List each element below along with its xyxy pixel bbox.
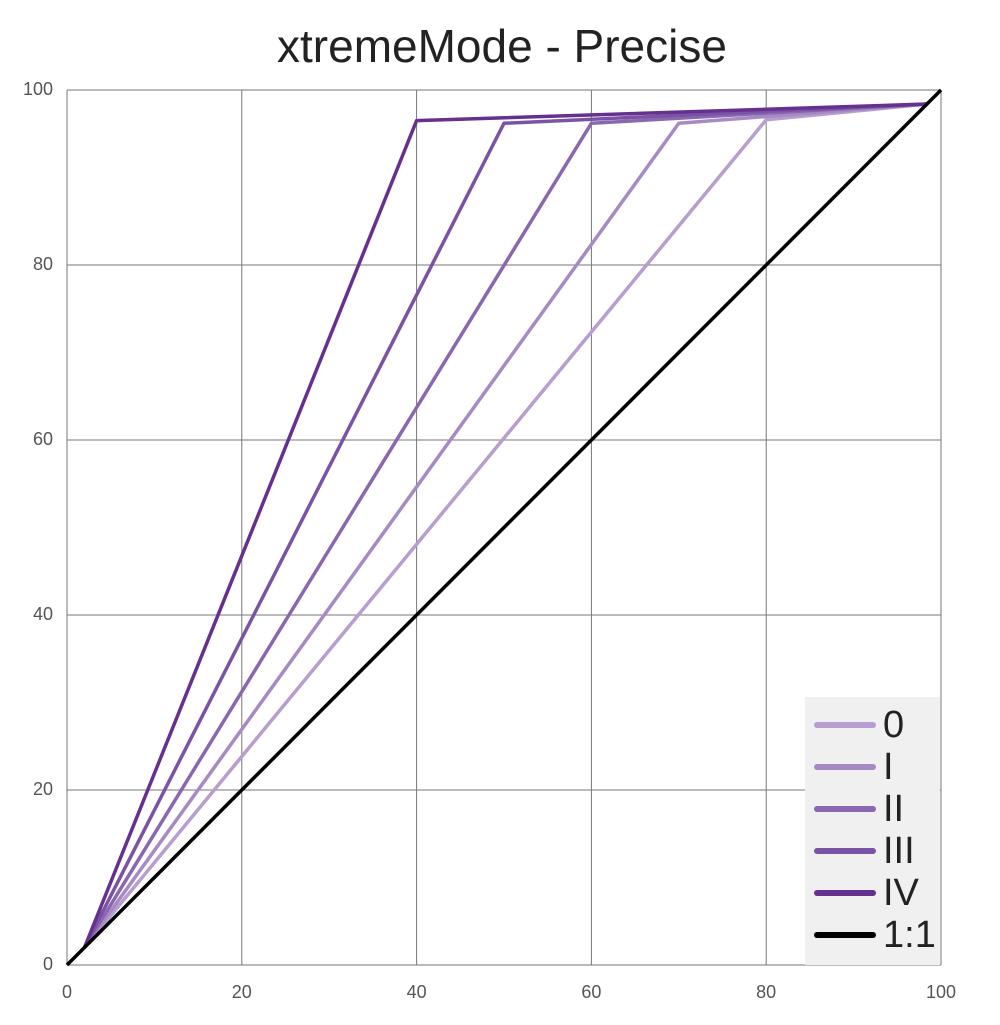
y-tick-label: 0	[43, 954, 53, 974]
chart-title: xtremeMode - Precise	[277, 20, 727, 72]
series-line	[65, 88, 943, 967]
y-tick-label: 20	[33, 779, 53, 799]
x-tick-label: 80	[756, 982, 776, 1002]
series-line	[82, 102, 928, 949]
y-tick-label: 40	[33, 604, 53, 624]
legend-box	[805, 697, 940, 965]
legend-label: II	[883, 788, 904, 830]
y-tick-label: 80	[33, 254, 53, 274]
y-tick-label: 100	[23, 79, 53, 99]
legend-label: I	[883, 746, 894, 788]
x-tick-label: 60	[581, 982, 601, 1002]
x-tick-label: 20	[232, 982, 252, 1002]
legend-label: IV	[883, 872, 920, 914]
x-tick-label: 40	[407, 982, 427, 1002]
x-tick-label: 100	[926, 982, 956, 1002]
series-line	[82, 102, 928, 949]
legend-label: III	[883, 830, 915, 872]
legend-label: 0	[883, 704, 904, 746]
legend-label: 1:1	[883, 914, 936, 956]
x-tick-label: 0	[62, 982, 72, 1002]
y-tick-label: 60	[33, 429, 53, 449]
